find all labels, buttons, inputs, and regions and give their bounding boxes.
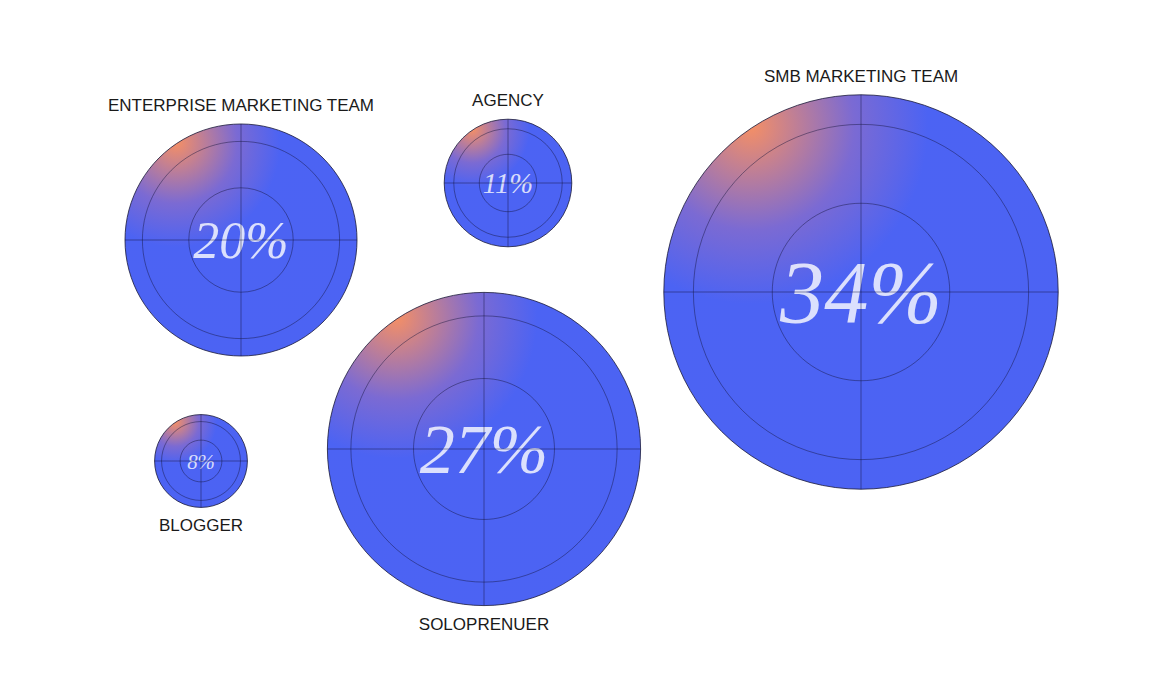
svg-text:SOLOPRENUER: SOLOPRENUER	[419, 615, 549, 634]
svg-text:ENTERPRISE MARKETING TEAM: ENTERPRISE MARKETING TEAM	[108, 96, 374, 115]
svg-text:AGENCY: AGENCY	[472, 91, 544, 110]
svg-text:BLOGGER: BLOGGER	[159, 516, 243, 535]
svg-text:SMB MARKETING TEAM: SMB MARKETING TEAM	[764, 67, 958, 86]
